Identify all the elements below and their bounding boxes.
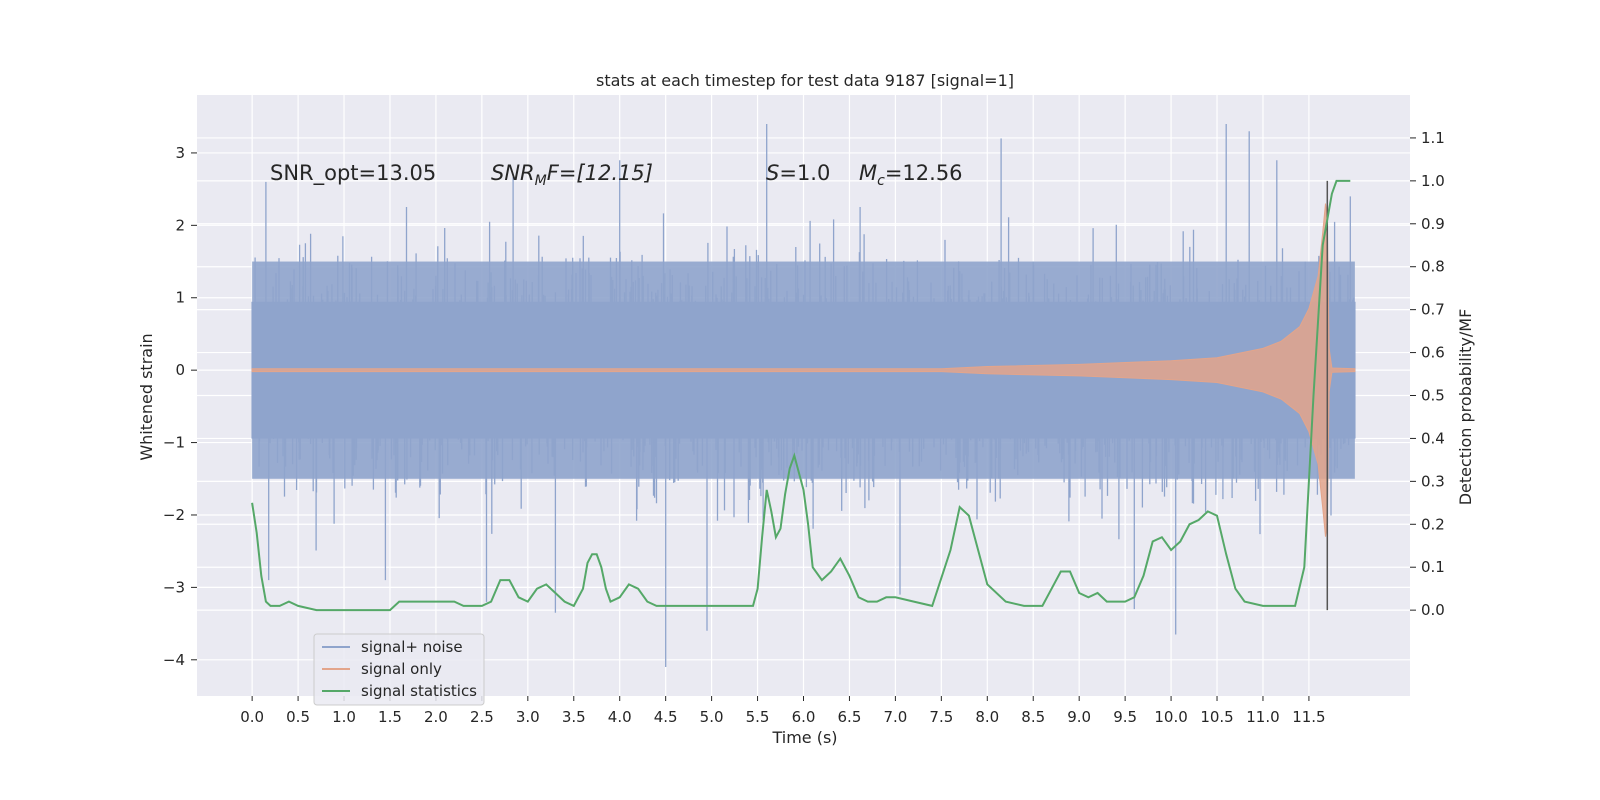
legend-label-signal-noise: signal+ noise [361, 638, 463, 656]
right-y-axis-ticks: 1.1 1.0 0.9 0.8 0.7 0.6 0.5 0.4 0.3 0.2 0.1 0.0 [1410, 129, 1445, 619]
x-tick-label: 10.0 [1154, 708, 1187, 726]
legend-label-signal-only: signal only [361, 660, 442, 678]
x-tick-label: 5.0 [700, 708, 724, 726]
x-tick-label: 8.5 [1021, 708, 1045, 726]
x-tick-label: 2.5 [470, 708, 494, 726]
legend-label-signal-statistics: signal statistics [361, 682, 477, 700]
y-left-tick-label: −1 [163, 434, 185, 452]
x-tick-label: 5.5 [746, 708, 770, 726]
y-right-tick-label: 0.7 [1421, 301, 1445, 319]
left-y-axis-ticks: 3 2 1 0 −1 −2 −3 −4 [163, 144, 197, 669]
x-tick-label: 11.5 [1292, 708, 1325, 726]
x-tick-label: 0.0 [240, 708, 264, 726]
x-tick-label: 4.5 [654, 708, 678, 726]
signal-statistics-series [251, 179, 1351, 612]
x-tick-label: 4.0 [608, 708, 632, 726]
snr-opt-annotation: SNR_opt=13.05 [270, 161, 436, 186]
x-tick-label: 10.5 [1200, 708, 1233, 726]
y-right-tick-label: 1.0 [1421, 172, 1445, 190]
y-right-tick-label: 0.6 [1421, 344, 1445, 362]
x-tick-label: 7.0 [883, 708, 907, 726]
x-tick-label: 8.0 [975, 708, 999, 726]
x-tick-label: 3.5 [562, 708, 586, 726]
chart-title: stats at each timestep for test data 918… [596, 71, 1014, 90]
x-tick-label: 6.0 [792, 708, 816, 726]
left-y-axis-label: Whitened strain [137, 333, 156, 460]
legend-box [313, 633, 485, 706]
snr-mf-annotation: SNRMF=[12.15] [491, 161, 653, 189]
y-left-tick-label: −3 [163, 578, 185, 596]
x-tick-label: 1.5 [378, 708, 402, 726]
x-tick-label: 2.0 [424, 708, 448, 726]
x-tick-label: 1.0 [332, 708, 356, 726]
y-right-tick-label: 0.4 [1421, 429, 1445, 447]
s-annotation: S=1.0 [766, 161, 830, 185]
x-axis-label: Time (s) [771, 728, 837, 747]
y-left-tick-label: 0 [175, 361, 185, 379]
y-left-tick-label: 1 [175, 289, 185, 307]
mc-annotation: Mc=12.56 [859, 161, 963, 189]
x-tick-label: 11.0 [1246, 708, 1279, 726]
x-tick-label: 7.5 [929, 708, 953, 726]
y-right-tick-label: 0.0 [1421, 601, 1445, 619]
signal-only-series [251, 203, 1356, 537]
y-right-tick-label: 1.1 [1421, 129, 1445, 147]
y-left-tick-label: 3 [175, 144, 185, 162]
y-right-tick-label: 0.2 [1421, 515, 1445, 533]
x-tick-label: 3.0 [516, 708, 540, 726]
y-left-tick-label: 2 [175, 216, 185, 234]
x-tick-label: 9.5 [1113, 708, 1137, 726]
legend: signal+ noise signal only signal statist… [313, 633, 485, 706]
x-tick-label: 6.5 [838, 708, 862, 726]
y-right-tick-label: 0.8 [1421, 258, 1445, 276]
y-right-tick-label: 0.1 [1421, 558, 1445, 576]
x-tick-label: 9.0 [1067, 708, 1091, 726]
right-y-axis-label: Detection probability/MF [1456, 309, 1475, 506]
y-right-tick-label: 0.5 [1421, 387, 1445, 405]
y-left-tick-label: −2 [163, 506, 185, 524]
y-right-tick-label: 0.3 [1421, 472, 1445, 490]
x-tick-label: 0.5 [286, 708, 310, 726]
y-left-tick-label: −4 [163, 651, 185, 669]
y-right-tick-label: 0.9 [1421, 215, 1445, 233]
x-axis-ticks: 0.0 0.5 1.0 1.5 2.0 2.5 3.0 3.5 4.0 4.5 5.0 5.5 6.0 6… [240, 696, 1326, 726]
